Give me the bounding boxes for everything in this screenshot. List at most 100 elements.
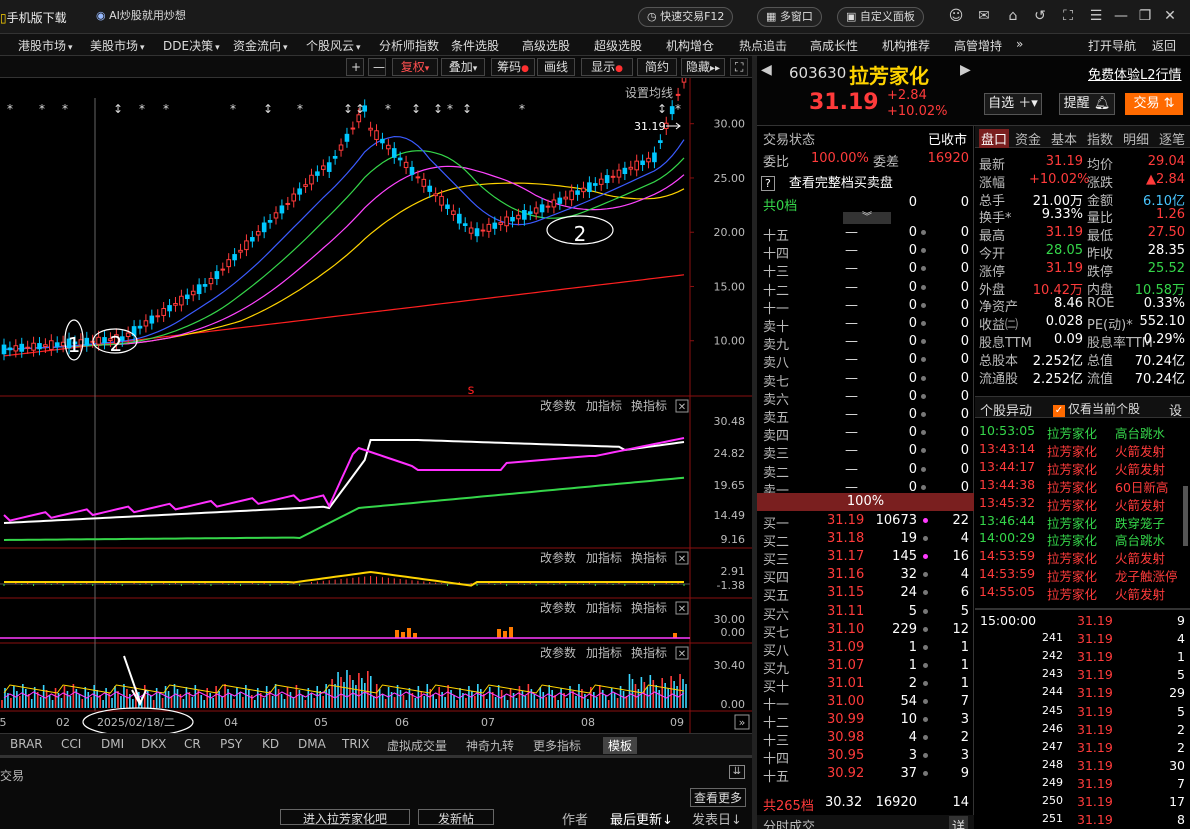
close-icon[interactable]: ✕ bbox=[1164, 8, 1176, 24]
trade-button[interactable]: 交易 ⇅ bbox=[1125, 93, 1183, 115]
pane-divider[interactable] bbox=[752, 56, 757, 829]
splitter[interactable] bbox=[0, 755, 752, 758]
mail-icon[interactable]: ✉ bbox=[978, 8, 990, 24]
abnormal-scrollbar[interactable] bbox=[1183, 486, 1188, 546]
only-current-checkbox[interactable]: ✓ 仅看当前个股 bbox=[1053, 400, 1140, 417]
more-menu-icon[interactable]: » bbox=[1016, 37, 1024, 51]
abnormal-item[interactable]: 13:46:44 拉芳家化 跌穿笼子 bbox=[975, 512, 1190, 531]
quote-tab[interactable]: 资金 bbox=[1015, 133, 1042, 148]
quote-tab[interactable]: 基本 bbox=[1051, 133, 1078, 148]
quote-row: 总股本 2.252亿 总值 70.24亿 bbox=[975, 349, 1190, 369]
detail-button[interactable]: 详 bbox=[949, 816, 969, 829]
menu-item[interactable]: DDE决策 ▾ bbox=[163, 37, 220, 54]
shirt-icon[interactable]: ⛶ bbox=[1063, 8, 1073, 24]
quote-tab[interactable]: 明细 bbox=[1123, 133, 1150, 148]
ma-settings-button[interactable]: 设置均线 bbox=[625, 86, 674, 100]
indicator-tab[interactable]: 模板 bbox=[603, 737, 638, 754]
abnormal-item[interactable]: 13:43:14 拉芳家化 火箭发射 bbox=[975, 440, 1190, 459]
watchlist-button[interactable]: 自选 ＋▾ bbox=[984, 93, 1042, 115]
abnormal-item[interactable]: 13:44:17 拉芳家化 火箭发射 bbox=[975, 458, 1190, 477]
trade-tab[interactable]: 交易 bbox=[0, 769, 25, 783]
l2-trial-link[interactable]: 免费体验L2行情 bbox=[1088, 68, 1182, 83]
quote-row: 外盘 10.42万 内盘 10.58万 bbox=[975, 278, 1190, 298]
abnormal-item[interactable]: 14:53:59 拉芳家化 火箭发射 bbox=[975, 547, 1190, 566]
quote-tab[interactable]: 逐笔 bbox=[1159, 133, 1186, 148]
menu-item[interactable]: 热点追击 bbox=[739, 37, 787, 54]
collapse-icon[interactable]: ⇊ bbox=[729, 765, 745, 779]
menu-item[interactable]: 机构增仓 bbox=[666, 37, 714, 54]
menu-item[interactable]: 港股市场 ▾ bbox=[18, 37, 73, 54]
ai-link[interactable]: ◉ AI炒股就用炒想 bbox=[88, 7, 194, 27]
chart-tool-button[interactable]: 画线 bbox=[537, 58, 575, 76]
post-date-column[interactable]: 发表日↓ bbox=[692, 813, 742, 828]
minimize-icon[interactable]: — bbox=[1114, 8, 1128, 24]
maximize-icon[interactable]: ❐ bbox=[1138, 8, 1152, 24]
indicator-tab[interactable]: DMI bbox=[101, 737, 125, 751]
menu-item[interactable]: 高管增持 bbox=[954, 37, 1002, 54]
menu-item[interactable]: 返回 bbox=[1152, 37, 1176, 54]
menu-item[interactable]: 超级选股 bbox=[594, 37, 642, 54]
abnormal-item[interactable]: 10:53:05 拉芳家化 高台跳水 bbox=[975, 422, 1190, 441]
new-post-button[interactable]: 发新帖 bbox=[418, 809, 494, 826]
chart-tool-button[interactable]: — bbox=[368, 58, 386, 76]
user-icon[interactable]: ☺ bbox=[948, 8, 964, 24]
menu-item[interactable]: 条件选股 bbox=[451, 37, 499, 54]
menu-item[interactable]: 资金流向 ▾ bbox=[233, 37, 288, 54]
chart-tool-button[interactable]: 隐藏▸▸ bbox=[681, 58, 725, 76]
alert-button[interactable]: 提醒 🔔︎ bbox=[1059, 93, 1115, 115]
last-update-column[interactable]: 最后更新↓ bbox=[610, 813, 673, 828]
volume-bar bbox=[395, 630, 399, 638]
chart-tool-button[interactable]: 显示● bbox=[581, 58, 633, 76]
abnormal-item[interactable]: 14:00:29 拉芳家化 高台跳水 bbox=[975, 529, 1190, 548]
indicator-tab[interactable]: CCI bbox=[61, 737, 82, 751]
full-depth-link[interactable]: ? 查看完整档买卖盘 bbox=[761, 172, 968, 191]
candle-body bbox=[60, 341, 66, 347]
chart-tool-button[interactable]: 叠加▾ bbox=[441, 58, 485, 76]
chart-tool-button[interactable]: 简约 bbox=[637, 58, 677, 76]
indicator-tab[interactable]: 神奇九转 bbox=[466, 739, 515, 753]
collapse-asks-icon[interactable]: ︾ bbox=[843, 212, 891, 224]
candle-body bbox=[516, 214, 521, 220]
indicator-tab[interactable]: 更多指标 bbox=[533, 739, 582, 753]
quote-tab[interactable]: 指数 bbox=[1087, 133, 1114, 148]
mobile-download-link[interactable]: ▯手机版下载 bbox=[0, 11, 67, 25]
prev-stock-icon[interactable]: ◀ bbox=[761, 62, 772, 78]
fullscreen-icon[interactable]: ⛶ bbox=[730, 58, 748, 76]
quick-trade-button[interactable]: ◷ 快速交易F12 bbox=[638, 7, 734, 27]
quote-tab[interactable]: 盘口 bbox=[979, 129, 1010, 148]
multi-window-button[interactable]: ▦ 多窗口 bbox=[757, 7, 822, 27]
chart-tool-button[interactable]: + bbox=[346, 58, 364, 76]
forum-button[interactable]: 进入拉芳家化吧 bbox=[280, 809, 410, 826]
indicator-tab[interactable]: TRIX bbox=[342, 737, 370, 751]
indicator-tab[interactable]: CR bbox=[184, 737, 201, 751]
chart-tool-button[interactable]: 复权▾ bbox=[392, 58, 438, 76]
indicator-tab[interactable]: BRAR bbox=[10, 737, 43, 751]
menu-item[interactable]: 高成长性 bbox=[810, 37, 858, 54]
view-more-button[interactable]: 查看更多 bbox=[690, 788, 747, 807]
next-stock-icon[interactable]: ▶ bbox=[960, 62, 971, 78]
custom-panel-button[interactable]: ▣ 自定义面板 bbox=[837, 7, 924, 27]
back-icon[interactable]: ↺ bbox=[1034, 8, 1046, 24]
home-icon[interactable]: ⌂ bbox=[1008, 8, 1018, 24]
abnormal-item[interactable]: 14:55:05 拉芳家化 火箭发射 bbox=[975, 583, 1190, 602]
indicator-tab[interactable]: 虚拟成交量 bbox=[387, 739, 448, 753]
chart-tool-button[interactable]: 筹码● bbox=[491, 58, 535, 76]
menu-item[interactable]: 美股市场 ▾ bbox=[90, 37, 145, 54]
abnormal-item[interactable]: 14:53:59 拉芳家化 龙子触涨停 bbox=[975, 565, 1190, 584]
indicator-tab[interactable]: PSY bbox=[220, 737, 243, 751]
menu-item[interactable]: 个股风云 ▾ bbox=[306, 37, 361, 54]
candle-body bbox=[25, 346, 30, 349]
indicator-tab[interactable]: KD bbox=[262, 737, 280, 751]
indicator-tab[interactable]: DKX bbox=[141, 737, 167, 751]
indicator-tab[interactable]: DMA bbox=[298, 737, 326, 751]
menu-item[interactable]: 打开导航 bbox=[1088, 37, 1136, 54]
menu-item[interactable]: 分析师指数 bbox=[379, 37, 439, 54]
menu-item[interactable]: 机构推荐 bbox=[882, 37, 930, 54]
kline-chart-area[interactable]: 设置均线 30.00 25.00 20.00 15.00 10.00 31.19 * * * ↕ *… bbox=[0, 78, 752, 733]
abnormal-item[interactable]: 13:44:38 拉芳家化 60日新高 bbox=[975, 476, 1190, 495]
change-param-button: 改参数 bbox=[540, 550, 576, 565]
menu-icon[interactable]: ☰ bbox=[1089, 8, 1103, 24]
abnormal-item[interactable]: 13:45:32 拉芳家化 火箭发射 bbox=[975, 494, 1190, 513]
menu-item[interactable]: 高级选股 bbox=[522, 37, 570, 54]
settings-button[interactable]: 设 bbox=[1169, 404, 1183, 419]
